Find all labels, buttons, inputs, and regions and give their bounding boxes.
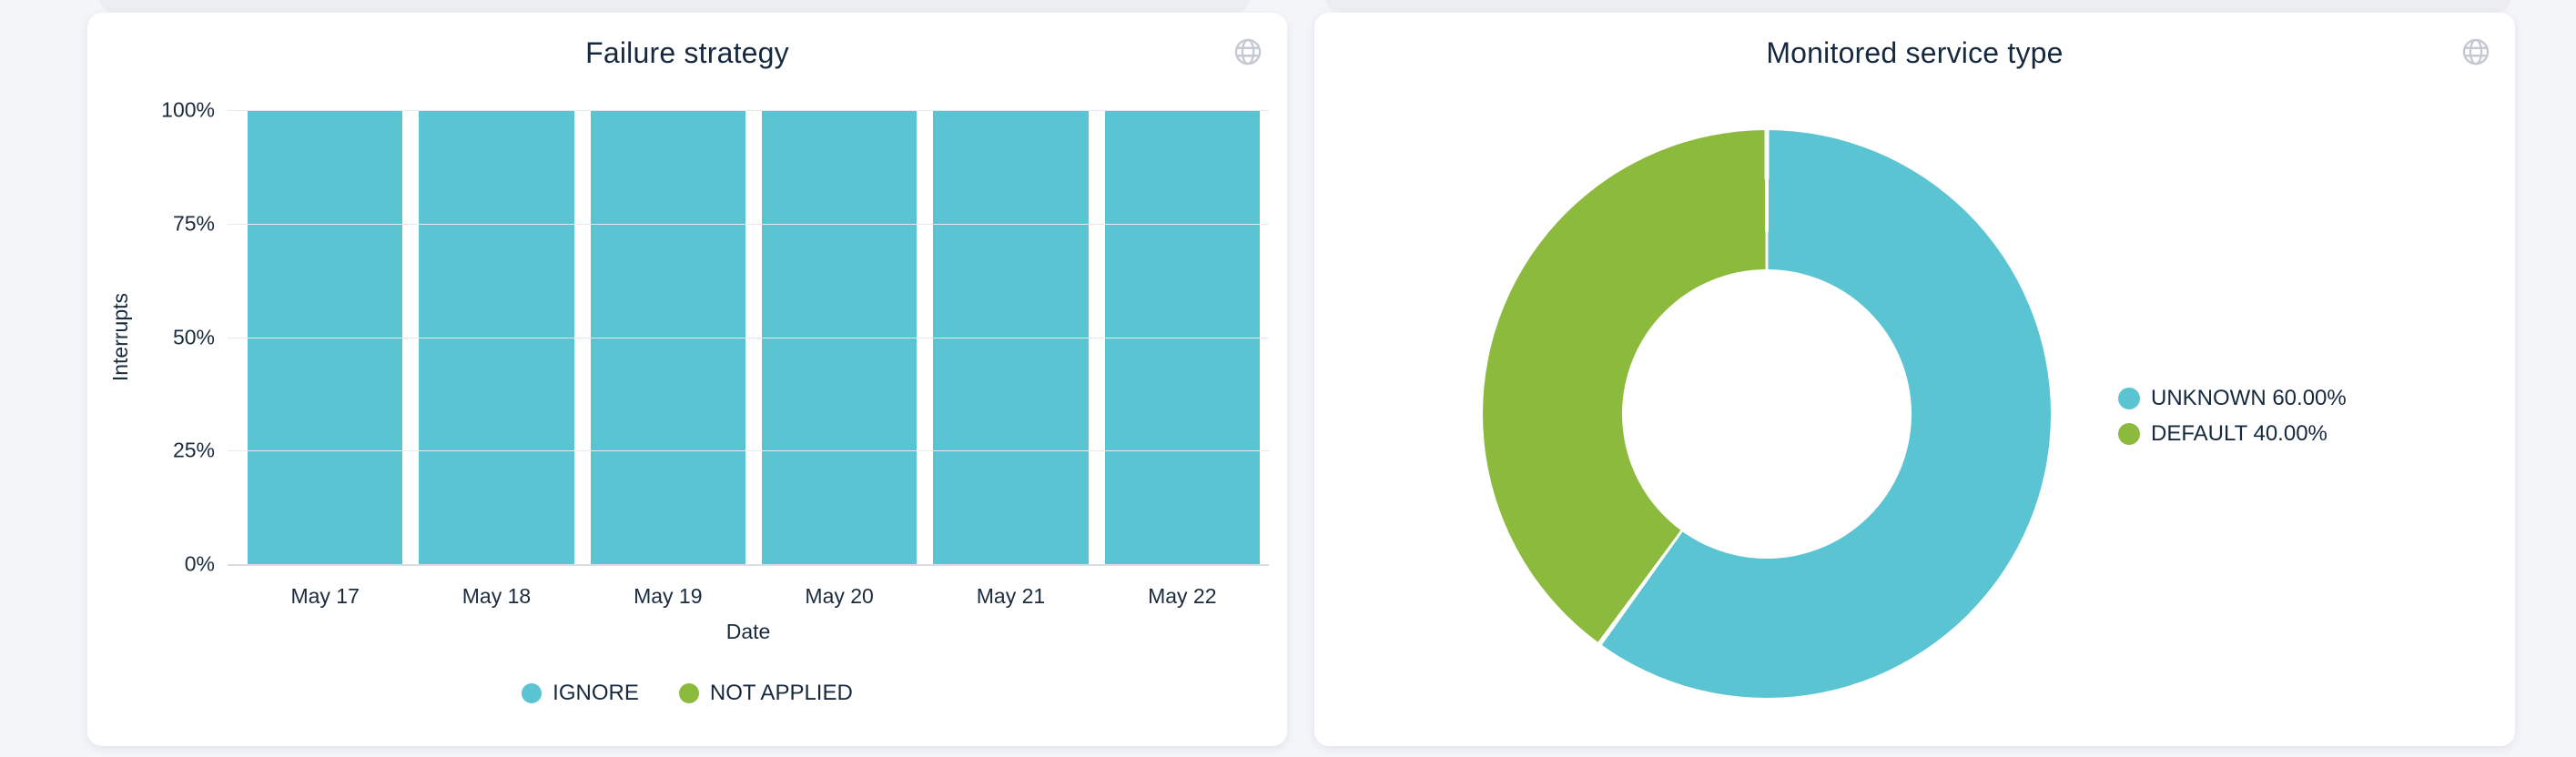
monitored-service-type-title: Monitored service type [1766, 36, 2064, 69]
globe-icon [2462, 38, 2490, 66]
legend-item-ignore[interactable]: IGNORE [522, 681, 639, 706]
y-axis-tick-label: 0% [184, 551, 215, 576]
y-axis-tick-label: 25% [172, 438, 215, 462]
legend-label: IGNORE [553, 681, 639, 705]
x-axis-tick-label: May 21 [976, 584, 1046, 608]
globe-button[interactable] [1232, 36, 1263, 67]
x-axis-ticks: May 17 May 18 May 19 May 20 May 21 May 22 [239, 584, 1268, 609]
legend-item-default[interactable]: DEFAULT 40.00% [2118, 421, 2347, 447]
legend-label: UNKNOWN 60.00% [2151, 386, 2347, 410]
legend-label: NOT APPLIED [709, 681, 853, 705]
gridline [228, 223, 1269, 225]
x-axis-tick-label: May 22 [1148, 584, 1217, 608]
gridline [228, 110, 1269, 111]
x-axis-tick-label: May 18 [461, 584, 532, 608]
gridline [228, 450, 1269, 452]
x-axis-tick-label: May 17 [290, 584, 360, 608]
pie-chart-legend: UNKNOWN 60.00% DEFAULT 40.00% [2118, 386, 2347, 447]
legend-dot [522, 683, 543, 703]
x-axis-tick-label: May 19 [634, 584, 703, 608]
failure-strategy-title: Failure strategy [585, 36, 789, 69]
y-axis-tick-label: 75% [172, 211, 215, 236]
monitored-service-type-card: Monitored service type UNKNOWN 60.00% DEF… [1314, 13, 2515, 746]
legend-dot [678, 683, 699, 703]
x-axis-title: Date [725, 620, 771, 643]
y-axis-tick-label: 50% [172, 325, 215, 348]
globe-icon [1234, 38, 1262, 66]
gridline [228, 564, 1269, 566]
y-axis-tick-label: 100% [161, 97, 215, 122]
legend-item-unknown[interactable]: UNKNOWN 60.00% [2118, 386, 2347, 411]
bar-chart-legend: IGNORE NOT APPLIED [87, 681, 1287, 706]
previous-row-card-remnant [100, 0, 1249, 12]
legend-dot [2118, 423, 2140, 445]
legend-label: DEFAULT 40.00% [2151, 421, 2328, 446]
donut-chart[interactable] [1483, 130, 2051, 698]
previous-row-card-remnant [1326, 0, 2510, 12]
legend-dot [2118, 388, 2140, 409]
y-axis-title: Interrupts [107, 292, 132, 382]
x-axis-tick-label: May 20 [805, 584, 874, 608]
donut-hole [1622, 269, 1912, 559]
failure-strategy-card: Failure strategy Interrupts 0% 25% 50% 75% 1… [87, 13, 1287, 746]
legend-item-not-applied[interactable]: NOT APPLIED [678, 681, 853, 706]
bar-plot-area: 0% 25% 50% 75% 100% [161, 98, 1269, 576]
globe-button[interactable] [2460, 36, 2491, 67]
